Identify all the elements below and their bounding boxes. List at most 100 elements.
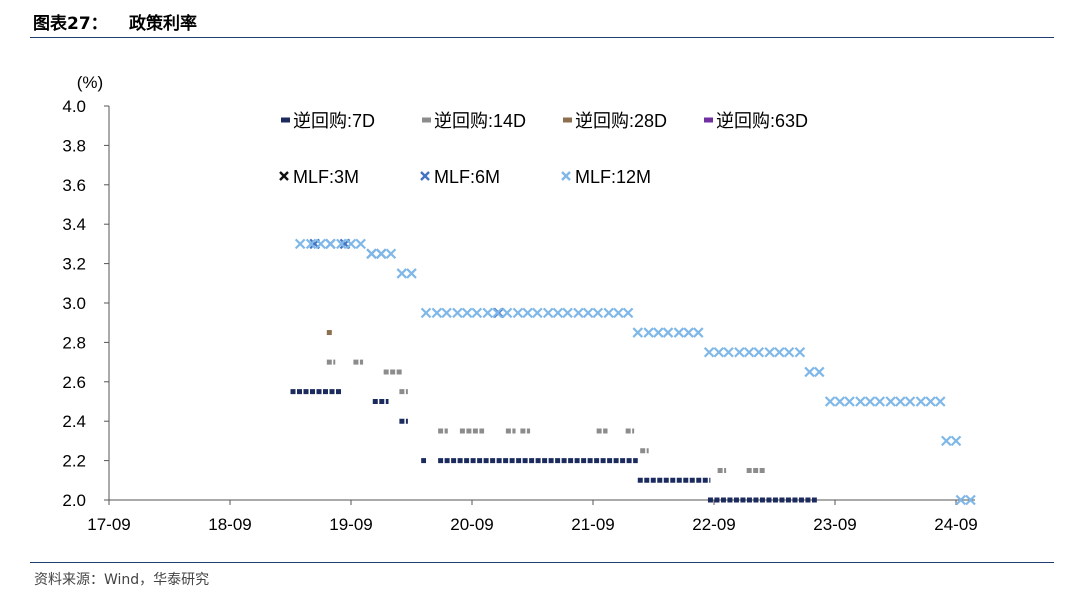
y-tick-label: 3.0: [62, 294, 86, 313]
mlf-point-stroke: [355, 238, 366, 250]
mlf-point: [734, 346, 745, 358]
mlf-point: [294, 238, 306, 250]
mlf-point-stroke: [562, 307, 573, 319]
mlf-point: [965, 494, 976, 506]
mlf-point-stroke: [885, 396, 896, 407]
legend-label: 逆回购:28D: [575, 111, 667, 131]
mlf-point-stroke: [582, 307, 594, 319]
mlf-point-stroke: [941, 435, 952, 447]
mlf-point-stroke: [955, 494, 967, 506]
mlf-point-stroke: [632, 327, 644, 338]
mlf-point: [774, 346, 785, 358]
mlf-point-stroke: [965, 494, 976, 506]
legend-label: 逆回购:7D: [293, 111, 375, 131]
mlf-point-stroke: [512, 307, 524, 319]
mlf-point: [532, 307, 543, 319]
mlf-point: [632, 327, 644, 338]
mlf-point-stroke: [492, 307, 503, 319]
mlf-point-stroke: [855, 396, 866, 407]
mlf-point-stroke: [934, 396, 946, 407]
mlf-point: [864, 396, 876, 407]
mlf-point: [355, 238, 366, 250]
legend-item: 逆回购:14D: [422, 111, 526, 131]
mlf-point-stroke: [834, 396, 846, 407]
x-tick-label: 24-09: [934, 515, 977, 534]
figure-title: 政策利率: [129, 14, 197, 34]
x-tick-label: 18-09: [208, 515, 251, 534]
mlf-point-stroke: [366, 248, 377, 260]
y-tick-label: 4.0: [62, 97, 86, 116]
mlf-point-stroke: [305, 238, 317, 250]
mlf-point: [703, 346, 715, 358]
mlf-point-stroke: [864, 396, 876, 407]
chart-axes: 4.0 3.8 3.6 3.4 3.2 3.0 2.8 2.6 2.4 2.2 2.0 (%) 17-0…: [62, 73, 977, 534]
mlf-point: [925, 396, 936, 407]
mlf-point-stroke: [471, 307, 483, 319]
mlf-point-stroke: [385, 248, 397, 260]
mlf-point-stroke: [692, 327, 704, 338]
mlf-point-stroke: [396, 268, 408, 279]
mlf-point-stroke: [325, 238, 336, 250]
mlf-point: [955, 494, 967, 506]
mlf-point-stroke: [662, 327, 674, 338]
mlf-point: [764, 346, 775, 358]
mlf-point-stroke: [925, 396, 936, 407]
mlf-point: [420, 307, 432, 319]
mlf-point: [522, 307, 533, 319]
mlf-point-stroke: [813, 366, 825, 378]
mlf-point-stroke: [683, 327, 694, 338]
footer-rule: [30, 562, 1054, 563]
mlf-point: [934, 396, 946, 407]
header-rule: [30, 37, 1054, 38]
mlf-point-stroke: [734, 346, 745, 358]
mlf-point-stroke: [532, 307, 543, 319]
mlf-point: [345, 238, 357, 250]
legend-item: 逆回购:7D: [281, 111, 375, 131]
mlf-point-stroke: [315, 238, 327, 250]
figure-header: 图表27： 政策利率: [33, 9, 197, 34]
mlf-point-stroke: [592, 307, 604, 319]
mlf-point-stroke: [774, 346, 785, 358]
mlf-point: [582, 307, 594, 319]
policy-rate-chart: 4.0 3.8 3.6 3.4 3.2 3.0 2.8 2.6 2.4 2.2 2.0 (%) 17-0…: [62, 73, 977, 534]
mlf-point-stroke: [345, 238, 357, 250]
legend-item: MLF:6M: [420, 167, 500, 187]
mlf-point-stroke: [743, 346, 755, 358]
mlf-point-stroke: [420, 307, 432, 319]
mlf-point: [783, 346, 795, 358]
legend-swatch: [420, 171, 430, 181]
mlf-point: [366, 248, 377, 260]
mlf-point: [753, 346, 765, 358]
mlf-point: [592, 307, 604, 319]
mlf-point-stroke: [294, 238, 306, 250]
legend-item: 逆回购:63D: [704, 111, 808, 131]
x-tick-label: 21-09: [571, 515, 614, 534]
mlf-point-stroke: [622, 307, 634, 319]
mlf-point: [915, 396, 927, 407]
mlf-point: [406, 268, 417, 279]
y-tick-label: 3.6: [62, 176, 86, 195]
mlf-point-stroke: [336, 238, 347, 250]
mlf-point-stroke: [874, 396, 886, 407]
mlf-point: [885, 396, 896, 407]
mlf-point: [844, 396, 855, 407]
mlf-point: [542, 307, 554, 319]
mlf-point: [385, 248, 397, 260]
y-tick-label: 2.4: [62, 412, 86, 431]
mlf-point-stroke: [753, 346, 765, 358]
mlf-point: [431, 307, 443, 319]
mlf-point: [375, 248, 387, 260]
mlf-point: [512, 307, 524, 319]
mlf-point: [452, 307, 463, 319]
mlf-point-stroke: [673, 327, 685, 338]
y-tick-label: 2.8: [62, 333, 86, 352]
mlf-point-stroke: [501, 307, 513, 319]
mlf-point-stroke: [895, 396, 906, 407]
x-tick-label: 22-09: [692, 515, 735, 534]
mlf-point-stroke: [603, 307, 615, 319]
mlf-point-stroke: [783, 346, 795, 358]
legend-item: 逆回购:28D: [563, 111, 667, 131]
mlf-point: [950, 435, 962, 447]
x-tick-label: 23-09: [813, 515, 856, 534]
mlf-point-stroke: [482, 307, 494, 319]
